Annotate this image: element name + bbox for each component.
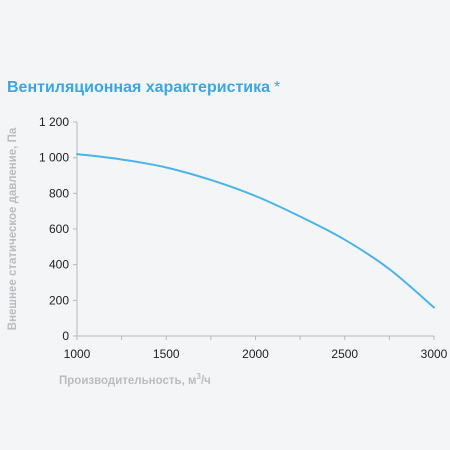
- x-tick-label: 2500: [331, 347, 358, 361]
- x-tick-label: 2000: [242, 347, 269, 361]
- y-tick-label: 800: [49, 186, 69, 200]
- chart-title: Вентиляционная характеристика *: [7, 78, 280, 98]
- chart-title-asterisk: *: [274, 79, 281, 96]
- x-tick-label: 3000: [421, 347, 448, 361]
- y-axis-label: Внешнее статическое давление, Па: [7, 127, 19, 330]
- chart-series: [76, 153, 435, 309]
- x-tick-label: 1500: [153, 347, 180, 361]
- x-axis-ticks: 1000 1500 2000 2500 3000: [64, 336, 448, 361]
- y-tick-label: 400: [49, 258, 69, 272]
- y-tick-label: 600: [49, 222, 69, 236]
- y-tick-label: 200: [49, 293, 69, 307]
- chart-title-text: Вентиляционная характеристика: [7, 79, 271, 96]
- x-axis-label: Производительность, м3/ч: [59, 372, 211, 387]
- y-tick-label: 1 200: [39, 115, 69, 129]
- x-axis-label-suffix: /ч: [201, 375, 211, 387]
- y-tick-label: 1 000: [39, 151, 69, 165]
- chart-axes: [76, 122, 434, 337]
- x-axis-label-text: Производительность, м: [59, 375, 196, 387]
- y-tick-label: 0: [62, 329, 69, 343]
- x-tick-label: 1000: [64, 347, 91, 361]
- x-axis-label-superscript: 3: [196, 372, 201, 381]
- y-axis-ticks: 0 200 400 600 800 1 000 1 200: [39, 115, 77, 343]
- performance-curve: [76, 153, 435, 309]
